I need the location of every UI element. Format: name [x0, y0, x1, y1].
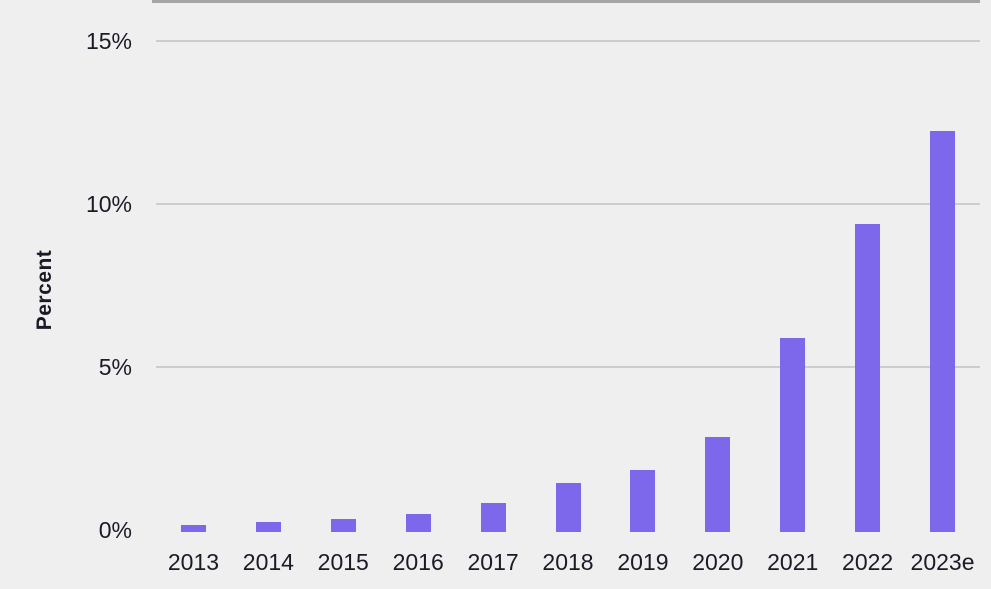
x-tick-label-2014: 2014 — [242, 549, 294, 575]
x-tick-label-2016: 2016 — [392, 549, 444, 575]
gridline-15% — [156, 39, 980, 42]
x-tick-label-2022: 2022 — [842, 549, 894, 575]
bar-2021 — [780, 337, 806, 532]
x-tick-label-2017: 2017 — [467, 549, 519, 575]
x-tick-label-2020: 2020 — [692, 549, 744, 575]
bar-2018 — [555, 483, 581, 532]
x-tick-label-2021: 2021 — [767, 549, 819, 575]
bar-2013 — [180, 525, 206, 532]
y-tick-label-5%: 5% — [98, 353, 132, 380]
x-tick-label-2018: 2018 — [542, 549, 594, 575]
bar-2017 — [480, 502, 506, 532]
bar-2016 — [405, 514, 431, 532]
bar-2015 — [330, 518, 356, 532]
bar-2014 — [255, 522, 281, 532]
y-tick-label-10%: 10% — [85, 190, 132, 217]
y-tick-label-0%: 0% — [98, 517, 132, 543]
bar-2022 — [855, 223, 881, 532]
gridline-10% — [156, 202, 980, 205]
bar-2019 — [630, 469, 656, 532]
bar-2020 — [705, 437, 731, 532]
x-axis-line — [152, 0, 980, 3]
x-tick-label-2023e: 2023e — [910, 549, 975, 575]
x-tick-label-2019: 2019 — [617, 549, 669, 575]
gridline-5% — [156, 365, 980, 368]
x-tick-label-2015: 2015 — [317, 549, 369, 575]
bar-2023e — [930, 130, 956, 532]
y-tick-label-15%: 15% — [85, 27, 132, 54]
x-tick-label-2013: 2013 — [167, 549, 220, 575]
y-axis-title: Percent — [33, 249, 56, 331]
